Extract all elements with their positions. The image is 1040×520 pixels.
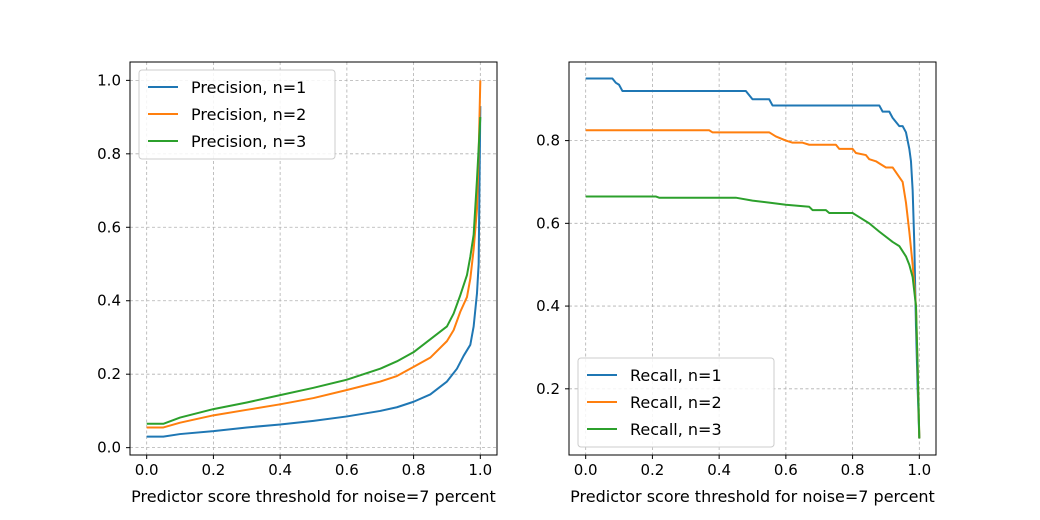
series-line-n3	[585, 195, 921, 439]
x-tick-label: 0.2	[201, 461, 225, 479]
x-tick-label: 0.8	[841, 461, 865, 479]
legend-label-n1: Precision, n=1	[191, 78, 306, 97]
legend-label-n3: Precision, n=3	[191, 132, 306, 151]
x-tick-label: 0.6	[774, 461, 798, 479]
legend: Precision, n=1 Precision, n=2 Precision, n…	[138, 69, 336, 160]
x-tick-label: 0.0	[135, 461, 159, 479]
series-line-n1	[585, 77, 921, 439]
legend-box	[577, 357, 775, 448]
y-tick-label: 1.0	[97, 71, 121, 89]
x-axis-label: Predictor score threshold for noise=7 pe…	[131, 487, 496, 506]
y-tick-label: 0.2	[536, 380, 560, 398]
y-tick-label: 0.2	[97, 365, 121, 383]
x-tick-label: 0.8	[402, 461, 426, 479]
x-axis-label: Predictor score threshold for noise=7 pe…	[570, 487, 935, 506]
y-tick-label: 0.0	[97, 439, 121, 457]
x-tick-label: 1.0	[468, 461, 492, 479]
x-tick-label: 0.2	[640, 461, 664, 479]
legend: Recall, n=1 Recall, n=2 Recall, n=3	[577, 357, 775, 448]
y-tick-label: 0.8	[536, 132, 560, 150]
legend-label-n2: Recall, n=2	[630, 393, 722, 412]
x-tick-label: 0.6	[335, 461, 359, 479]
series-line-n3	[146, 117, 482, 425]
x-tick-label: 0.4	[707, 461, 731, 479]
recall-chart: 0.0 0.2 0.4 0.6 0.8 1.0 0.2 0.4 0.6 0.8 Predictor …	[536, 61, 937, 506]
y-tick-label: 0.4	[536, 297, 560, 315]
x-tick-label: 0.4	[268, 461, 292, 479]
series-line-n2	[146, 80, 482, 429]
legend-label-n2: Precision, n=2	[191, 105, 306, 124]
axes-frame	[568, 61, 937, 456]
series-line-n1	[146, 106, 482, 438]
precision-chart: 0.0 0.2 0.4 0.6 0.8 1.0 0.0 0.2 0.4 0.6 0.8 1.0 Pred…	[97, 61, 498, 506]
series-line-n2	[585, 129, 921, 439]
axes-frame	[129, 61, 498, 456]
y-tick-label: 0.8	[97, 145, 121, 163]
legend-box	[138, 69, 336, 160]
y-tick-label: 0.4	[97, 292, 121, 310]
x-tick-label: 1.0	[907, 461, 931, 479]
legend-label-n3: Recall, n=3	[630, 420, 722, 439]
y-tick-label: 0.6	[536, 214, 560, 232]
legend-label-n1: Recall, n=1	[630, 366, 722, 385]
x-tick-label: 0.0	[574, 461, 598, 479]
y-tick-label: 0.6	[97, 218, 121, 236]
